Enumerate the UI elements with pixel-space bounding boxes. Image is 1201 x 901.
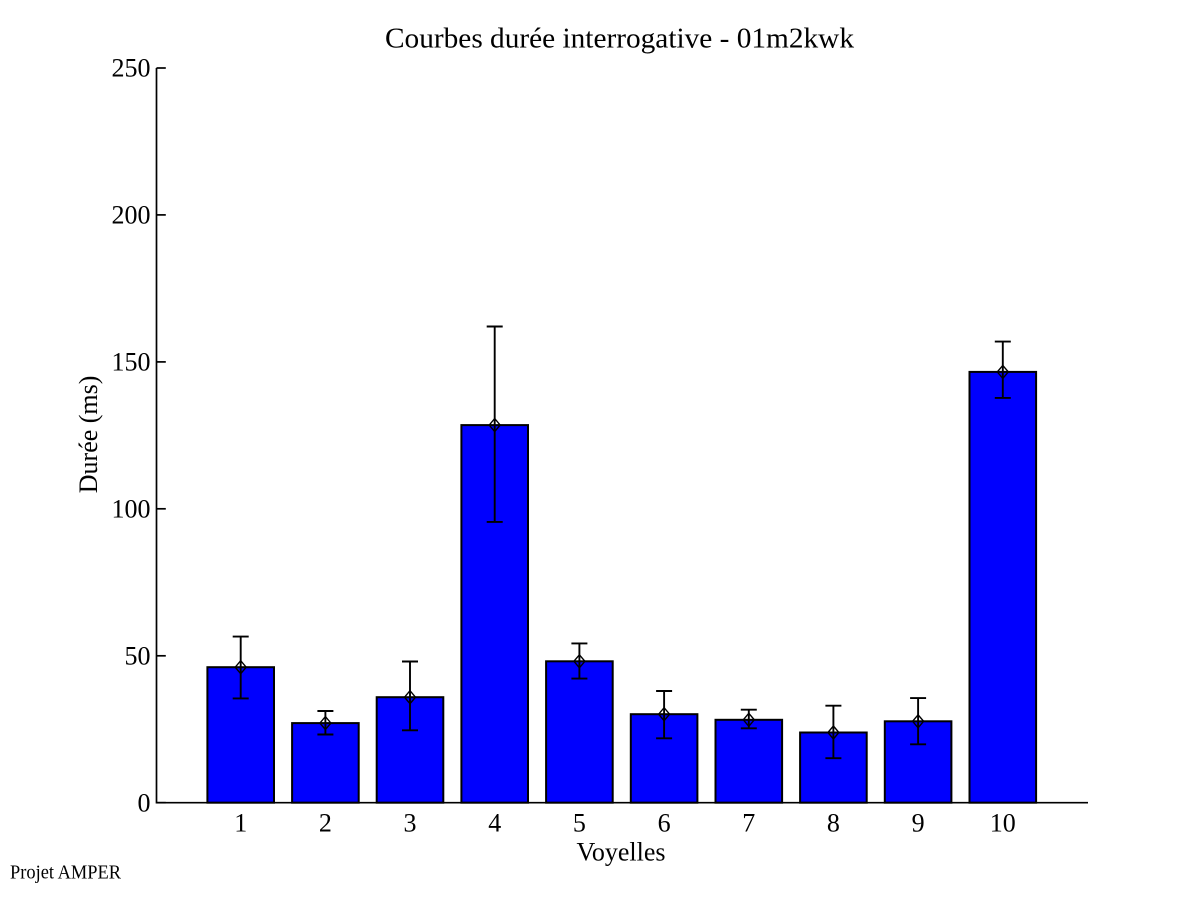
svg-text:Durée (ms): Durée (ms) — [74, 376, 103, 494]
svg-text:10: 10 — [990, 809, 1016, 838]
svg-text:7: 7 — [742, 809, 755, 838]
svg-text:Voyelles: Voyelles — [576, 837, 665, 866]
svg-text:4: 4 — [488, 809, 501, 838]
svg-text:Projet AMPER: Projet AMPER — [10, 861, 122, 883]
svg-text:6: 6 — [658, 809, 671, 838]
svg-text:0: 0 — [138, 788, 151, 817]
svg-text:8: 8 — [827, 809, 840, 838]
svg-text:100: 100 — [112, 494, 151, 523]
svg-text:200: 200 — [112, 201, 151, 230]
svg-text:2: 2 — [319, 809, 332, 838]
svg-text:3: 3 — [404, 809, 417, 838]
svg-text:250: 250 — [112, 54, 151, 83]
svg-text:1: 1 — [234, 809, 247, 838]
svg-text:150: 150 — [112, 348, 151, 377]
svg-text:5: 5 — [573, 809, 586, 838]
svg-text:Courbes durée interrogative -: Courbes durée interrogative - 01m2kwk — [385, 23, 855, 55]
svg-text:50: 50 — [125, 641, 151, 670]
svg-text:9: 9 — [912, 809, 925, 838]
